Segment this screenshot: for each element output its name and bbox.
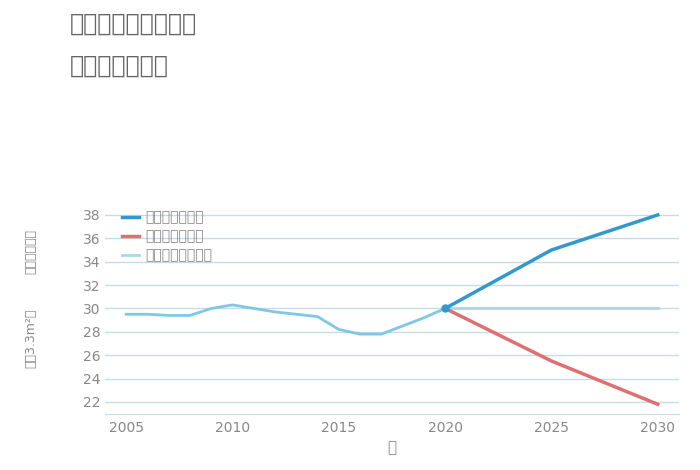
Text: 坪（3.3m²）: 坪（3.3m²） — [24, 308, 37, 368]
Text: 単価（万円）: 単価（万円） — [24, 229, 37, 274]
Text: 愛知県碧南市旭町の: 愛知県碧南市旭町の — [70, 12, 197, 36]
Legend: グッドシナリオ, バッドシナリオ, ノーマルシナリオ: グッドシナリオ, バッドシナリオ, ノーマルシナリオ — [118, 206, 216, 266]
X-axis label: 年: 年 — [387, 440, 397, 455]
Text: 土地の価格推移: 土地の価格推移 — [70, 54, 169, 78]
